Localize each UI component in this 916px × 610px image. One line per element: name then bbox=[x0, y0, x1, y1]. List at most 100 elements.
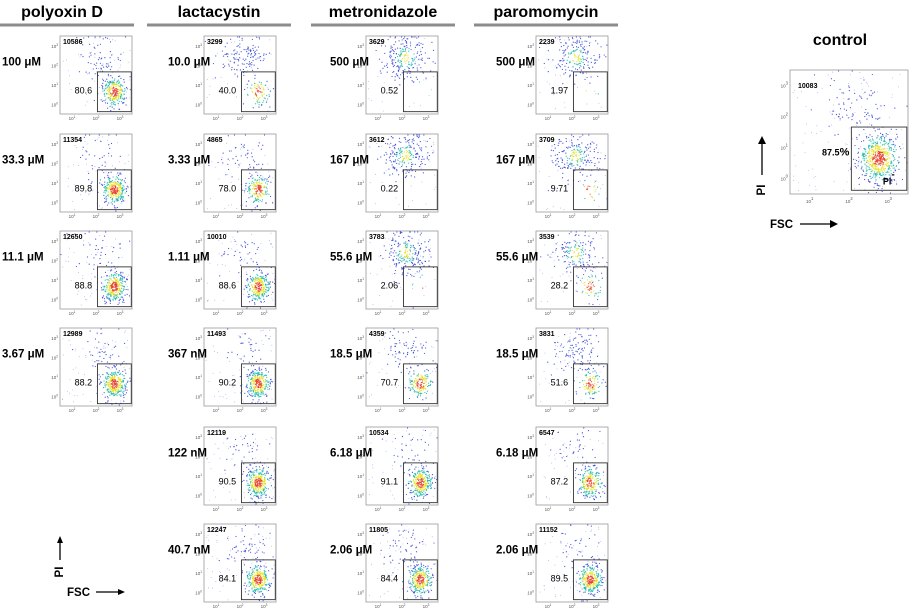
scatter-point bbox=[129, 268, 131, 270]
scatter-point bbox=[408, 171, 410, 174]
scatter-point bbox=[242, 58, 244, 60]
scatter-point bbox=[242, 390, 244, 392]
scatter-point bbox=[260, 384, 262, 386]
scatter-point bbox=[256, 382, 258, 385]
scatter-point bbox=[394, 41, 397, 43]
scatter-point bbox=[115, 134, 117, 136]
scatter-point bbox=[257, 496, 260, 498]
scatter-point bbox=[410, 62, 413, 64]
scatter-point bbox=[257, 187, 260, 190]
scatter-point bbox=[232, 453, 234, 455]
scatter-point bbox=[109, 292, 111, 294]
scatter-point bbox=[100, 328, 102, 330]
scatter-point bbox=[252, 446, 254, 447]
scatter-point bbox=[122, 289, 124, 292]
scatter-point bbox=[115, 391, 117, 393]
scatter-point bbox=[406, 152, 408, 154]
x-tick-label: 103 bbox=[117, 115, 124, 121]
scatter-point bbox=[79, 156, 82, 159]
scatter-point bbox=[262, 487, 264, 489]
pi-negative-gate bbox=[96, 169, 132, 211]
scatter-point bbox=[110, 94, 113, 97]
scatter-point bbox=[271, 398, 273, 400]
scatter-point bbox=[219, 185, 221, 187]
scatter-point bbox=[250, 365, 253, 367]
scatter-point bbox=[254, 580, 257, 582]
scatter-point bbox=[102, 239, 104, 242]
scatter-point bbox=[111, 387, 114, 389]
scatter-point bbox=[207, 539, 209, 541]
x-tick-label: 101 bbox=[213, 213, 220, 219]
scatter-point bbox=[249, 281, 251, 283]
scatter-point bbox=[421, 59, 423, 61]
scatter-point bbox=[258, 472, 260, 474]
scatter-point bbox=[122, 388, 124, 390]
scatter-point bbox=[244, 591, 246, 593]
scatter-point bbox=[83, 37, 85, 39]
scatter-point bbox=[226, 52, 228, 55]
scatter-point bbox=[235, 546, 237, 548]
scatter-point bbox=[256, 389, 258, 391]
x-tick-exponent: 3 bbox=[122, 115, 124, 119]
scatter-point bbox=[100, 68, 102, 70]
scatter-point bbox=[249, 375, 251, 377]
scatter-point bbox=[234, 73, 236, 75]
scatter-point bbox=[113, 376, 116, 379]
scatter-point bbox=[112, 190, 114, 192]
scatter-point bbox=[114, 375, 116, 377]
scatter-point bbox=[260, 186, 262, 188]
scatter-point bbox=[386, 231, 388, 233]
scatter-point bbox=[265, 496, 267, 499]
scatter-point bbox=[234, 240, 236, 242]
scatter-point bbox=[74, 350, 76, 352]
scatter-point bbox=[260, 82, 262, 84]
scatter-point bbox=[109, 356, 111, 359]
scatter-point bbox=[114, 268, 116, 270]
scatter-point bbox=[244, 59, 246, 62]
scatter-point bbox=[241, 146, 242, 148]
scatter-point bbox=[119, 198, 122, 201]
scatter-point bbox=[385, 249, 387, 251]
scatter-point bbox=[98, 205, 100, 207]
scatter-point bbox=[254, 368, 256, 371]
scatter-point bbox=[230, 150, 232, 152]
scatter-point bbox=[266, 381, 269, 383]
scatter-point bbox=[391, 60, 393, 62]
scatter-point bbox=[252, 471, 255, 473]
scatter-point bbox=[258, 267, 260, 269]
scatter-point bbox=[406, 72, 408, 74]
scatter-point bbox=[112, 196, 114, 198]
scatter-point bbox=[256, 379, 258, 381]
scatter-point bbox=[394, 240, 396, 242]
scatter-point bbox=[100, 207, 102, 209]
scatter-point bbox=[420, 150, 423, 152]
scatter-point bbox=[266, 394, 268, 396]
scatter-point bbox=[92, 354, 94, 357]
scatter-point bbox=[417, 375, 419, 377]
scatter-point bbox=[429, 250, 431, 253]
scatter-point bbox=[399, 84, 401, 86]
scatter-point bbox=[243, 146, 245, 149]
y-tick-label: 100 bbox=[195, 199, 202, 205]
scatter-point bbox=[86, 101, 88, 103]
scatter-point bbox=[124, 163, 126, 165]
y-tick-exponent: 3 bbox=[200, 335, 202, 339]
scatter-point bbox=[95, 254, 97, 256]
scatter-point bbox=[110, 368, 112, 370]
scatter-point bbox=[263, 97, 265, 99]
scatter-point bbox=[419, 387, 421, 389]
y-tick-label: 103 bbox=[51, 335, 58, 341]
scatter-point bbox=[111, 77, 113, 79]
scatter-point bbox=[390, 57, 392, 59]
scatter-point bbox=[227, 352, 229, 354]
scatter-point bbox=[223, 300, 225, 302]
scatter-point bbox=[265, 570, 267, 572]
scatter-point bbox=[119, 247, 121, 249]
scatter-point bbox=[391, 75, 393, 78]
scatter-point bbox=[91, 359, 93, 361]
scatter-point bbox=[401, 289, 403, 290]
scatter-point bbox=[250, 50, 252, 53]
scatter-point bbox=[252, 458, 254, 460]
scatter-point bbox=[263, 588, 265, 590]
scatter-point bbox=[113, 273, 116, 276]
